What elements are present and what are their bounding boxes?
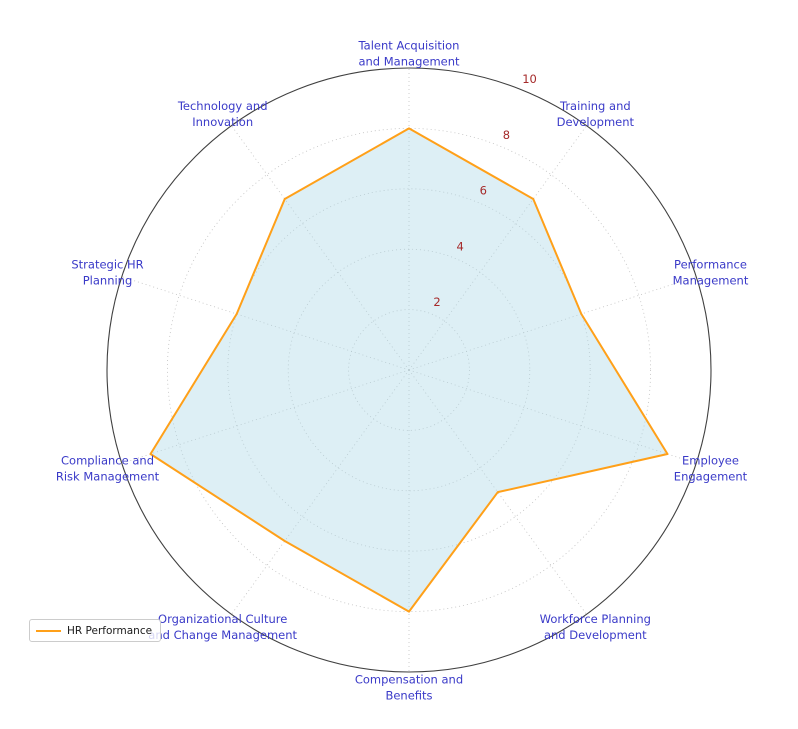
grid-circle bbox=[166, 127, 652, 613]
radial-tick-label: 8 bbox=[503, 128, 510, 142]
legend-line-icon bbox=[36, 629, 61, 632]
radial-tick-label: 6 bbox=[480, 184, 487, 198]
category-label: Employee Engagement bbox=[674, 453, 748, 483]
category-label: Technology and Innovation bbox=[177, 99, 268, 129]
category-label: Performance Management bbox=[673, 258, 749, 288]
radial-tick-label: 2 bbox=[433, 295, 440, 309]
series-fill bbox=[150, 128, 668, 612]
radial-tick-label: 10 bbox=[522, 72, 537, 86]
category-label: Compliance and Risk Management bbox=[56, 453, 160, 483]
category-label: Strategic HR Planning bbox=[71, 258, 143, 288]
category-label: Workforce Planning and Development bbox=[540, 612, 651, 642]
category-label: Compensation and Benefits bbox=[355, 673, 463, 703]
series-outline bbox=[149, 127, 669, 613]
legend: HR Performance bbox=[29, 619, 161, 642]
category-label: Talent Acquisition and Management bbox=[358, 39, 460, 69]
category-label: Training and Development bbox=[557, 99, 635, 129]
outer-circle bbox=[106, 67, 712, 673]
legend-series-label: HR Performance bbox=[67, 624, 153, 637]
category-label: Organizational Culture and Change Managem… bbox=[148, 612, 297, 642]
grid-circle bbox=[227, 188, 591, 552]
radial-tick-label: 4 bbox=[457, 239, 464, 253]
